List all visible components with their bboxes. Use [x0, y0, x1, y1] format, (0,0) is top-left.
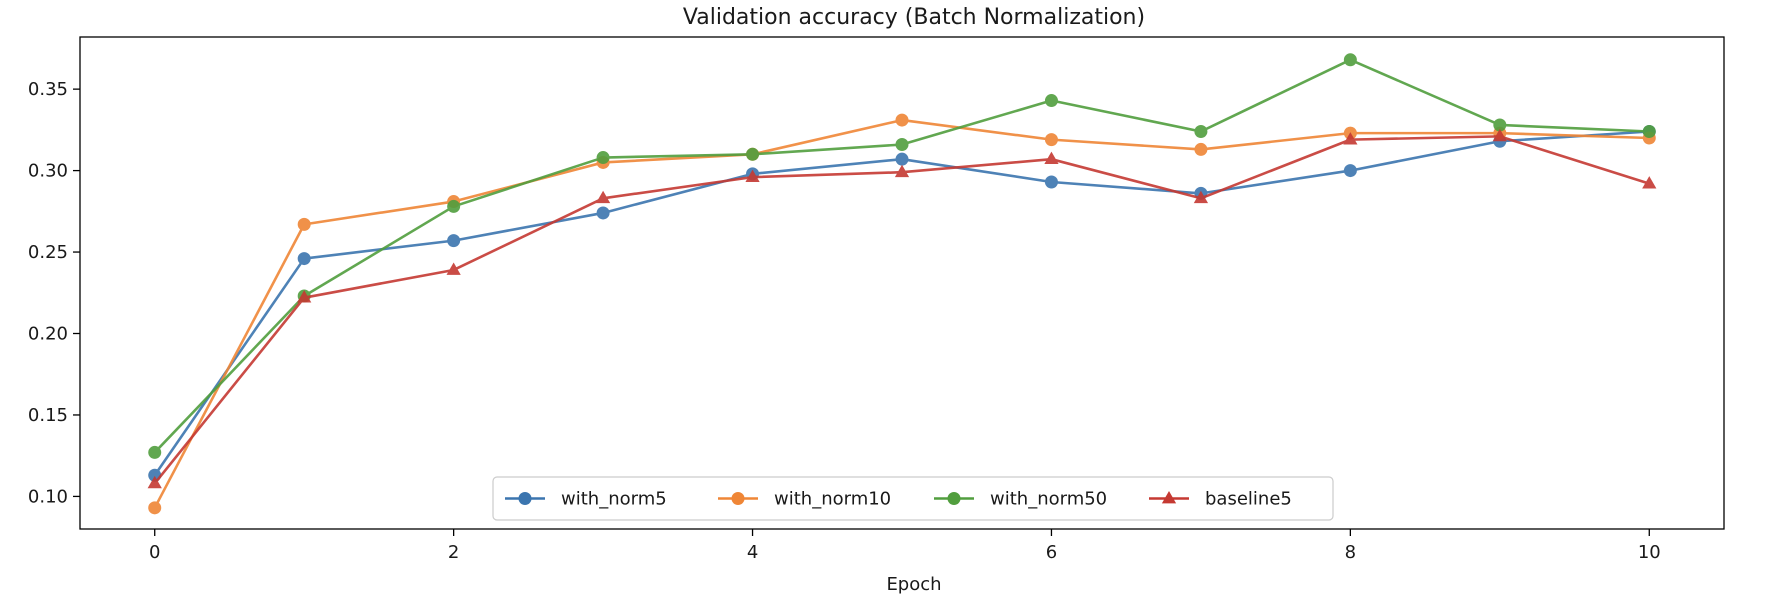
data-point-with_norm50 [148, 445, 162, 459]
plot-frame [79, 36, 1725, 530]
series-line-with_norm5 [153, 130, 1650, 476]
y-tick-label: 0.10 [28, 486, 68, 507]
data-point-baseline5 [1343, 132, 1358, 145]
x-tick-label: 2 [448, 542, 459, 563]
x-tick-label: 4 [747, 542, 758, 563]
legend: with_norm5 with_norm10 with_norm50 baseline… [492, 476, 1334, 521]
y-tick-label: 0.35 [28, 79, 68, 100]
legend-swatch-marker [518, 492, 532, 505]
data-point-with_norm50 [1642, 124, 1656, 138]
legend-label: with_norm5 [561, 489, 667, 510]
data-point-with_norm5 [1044, 175, 1058, 189]
data-point-baseline5 [894, 164, 910, 178]
y-tick-label: 0.15 [28, 405, 68, 426]
data-point-with_norm10 [1194, 142, 1208, 156]
data-point-with_norm50 [746, 147, 760, 161]
data-point-with_norm50 [596, 151, 610, 165]
y-tick-label: 0.30 [28, 161, 68, 182]
series-with_norm5 [148, 124, 1656, 482]
data-point-with_norm10 [1044, 133, 1058, 147]
data-point-with_norm5 [596, 206, 610, 220]
ticks-layer: 0 2 4 6 8 10 0.10 0.15 0.20 0.25 0.30 0.35 [28, 79, 1661, 563]
data-point-baseline5 [446, 262, 461, 275]
x-tick-label: 0 [149, 542, 160, 563]
data-point-baseline5 [745, 169, 760, 182]
legend-item-with_norm10: with_norm10 [718, 489, 891, 510]
data-point-baseline5 [297, 290, 312, 303]
series-with_norm50 [148, 53, 1656, 459]
y-tick-label: 0.20 [28, 324, 68, 345]
legend-label: baseline5 [1205, 489, 1292, 510]
data-point-baseline5 [1193, 190, 1209, 204]
data-point-with_norm50 [1194, 124, 1208, 138]
data-point-baseline5 [1642, 176, 1657, 189]
legend-swatch-marker [1161, 491, 1177, 504]
legend-swatch-marker [947, 492, 961, 505]
data-point-with_norm50 [1493, 118, 1507, 132]
legend-swatch-marker [731, 492, 745, 505]
x-axis-label: Epoch [886, 574, 941, 595]
data-point-with_norm5 [297, 252, 311, 266]
legend-item-with_norm5: with_norm5 [505, 489, 667, 510]
data-point-with_norm50 [1044, 94, 1058, 108]
data-point-with_norm5 [447, 234, 461, 248]
data-point-baseline5 [1044, 151, 1059, 165]
legend-item-baseline5: baseline5 [1149, 489, 1292, 510]
legend-label: with_norm50 [990, 489, 1107, 510]
data-point-with_norm10 [148, 501, 162, 515]
series-baseline5 [147, 128, 1657, 489]
data-point-baseline5 [1492, 128, 1507, 142]
series-line-baseline5 [153, 135, 1650, 485]
data-point-with_norm50 [447, 199, 461, 213]
series-layer [147, 53, 1657, 515]
legend-item-with_norm50: with_norm50 [934, 489, 1107, 510]
x-tick-label: 8 [1345, 542, 1356, 563]
legend-label: with_norm10 [774, 489, 891, 510]
legend-box [492, 476, 1334, 521]
x-tick-label: 6 [1046, 542, 1057, 563]
data-point-with_norm10 [297, 217, 311, 231]
y-tick-label: 0.25 [28, 242, 68, 263]
data-point-with_norm10 [895, 113, 909, 127]
data-point-baseline5 [147, 475, 162, 489]
data-point-baseline5 [595, 190, 611, 204]
data-point-with_norm50 [1343, 53, 1357, 67]
data-point-with_norm50 [895, 138, 909, 152]
data-point-with_norm5 [1343, 164, 1357, 178]
x-tick-label: 10 [1638, 542, 1661, 563]
chart-title: Validation accuracy (Batch Normalization… [683, 5, 1145, 30]
data-point-with_norm5 [895, 152, 909, 166]
series-line-with_norm10 [153, 118, 1650, 509]
